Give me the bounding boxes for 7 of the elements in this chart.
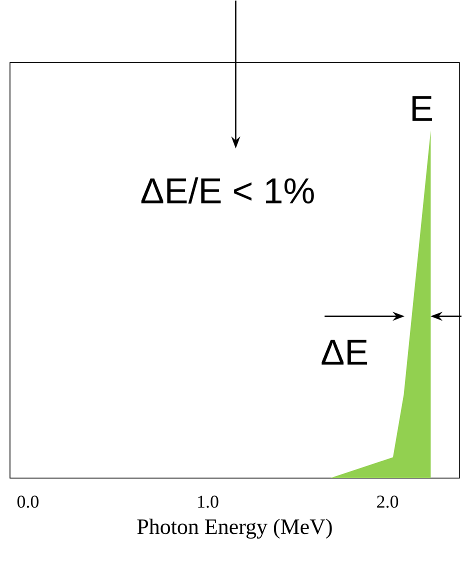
x-tick-label: 1.0	[198, 496, 218, 508]
x-tick-label: 2.0	[377, 496, 398, 508]
text: E	[412, 96, 432, 121]
x-axis-title: Photon Energy (MeV)	[137, 518, 332, 539]
x-tick-label: 0.0	[17, 496, 38, 508]
annotation: ΔE/E < 1%	[141, 177, 314, 204]
annotation: ΔE	[322, 340, 368, 365]
